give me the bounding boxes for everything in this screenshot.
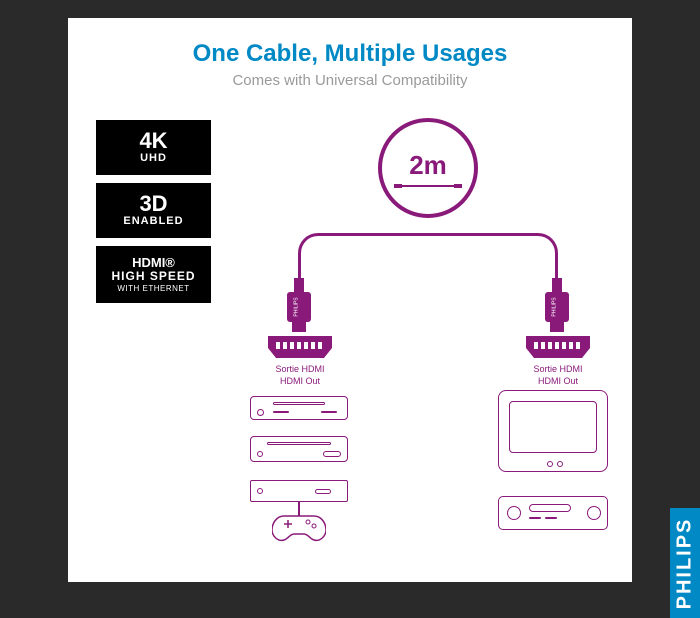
hdmi-connector-right: PHILIPS [545,278,569,332]
brand-tab: PHILIPS [670,508,700,618]
device-game-console [250,480,348,502]
device-dvd-player-2 [250,436,348,462]
device-gamepad [272,512,326,544]
subtitle: Comes with Universal Compatibility [68,72,632,89]
hdmi-port-right: Sortie HDMIHDMI Out [524,334,592,387]
mini-cable-icon [398,185,458,187]
cable-wire [298,233,558,288]
infographic-card: One Cable, Multiple Usages Comes with Un… [68,18,632,582]
badge-3d: 3D ENABLED [96,183,211,238]
hdmi-connector-left: PHILIPS [287,278,311,332]
cable-length: 2m [409,150,447,181]
device-av-receiver [498,496,608,530]
cable-length-badge: 2m [378,118,478,218]
hdmi-port-left: Sortie HDMIHDMI Out [266,334,334,387]
badge-hdmi: HDMI® HIGH SPEED WITH ETHERNET [96,246,211,303]
main-title: One Cable, Multiple Usages [68,18,632,68]
device-dvd-player-1 [250,396,348,420]
badge-4k: 4K UHD [96,120,211,175]
device-tv [498,390,608,472]
feature-badges: 4K UHD 3D ENABLED HDMI® HIGH SPEED WITH … [96,120,211,311]
